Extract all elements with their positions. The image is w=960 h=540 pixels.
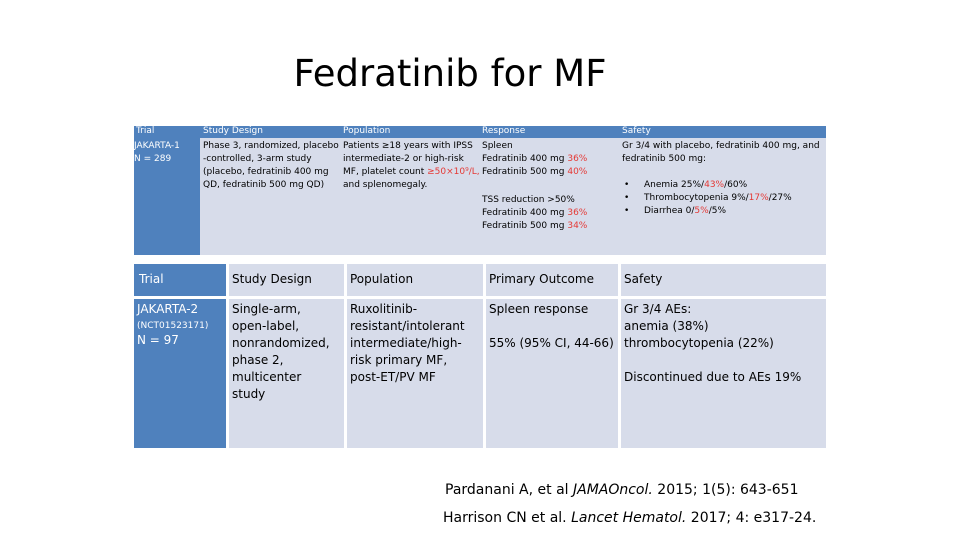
spleen-500: Fedratinib 500 mg 40% bbox=[482, 166, 620, 179]
trial-nct: (NCT01523171) bbox=[137, 321, 209, 331]
header-safety: Safety bbox=[622, 126, 651, 136]
table-header-row: Trial Study Design Population Response S… bbox=[134, 126, 826, 138]
tss-400: Fedratinib 400 mg 36% bbox=[482, 207, 620, 220]
dose-text: Fedratinib 400 mg bbox=[482, 208, 568, 218]
outcome-label: Spleen response bbox=[489, 302, 589, 316]
jakarta-1-table: Trial Study Design Population Response S… bbox=[134, 126, 826, 255]
tss-500: Fedratinib 500 mg 34% bbox=[482, 220, 620, 233]
platelet-text: MF, platelet count bbox=[343, 167, 428, 177]
tss-label: TSS reduction >50% bbox=[482, 195, 575, 205]
header-response: Response bbox=[482, 126, 526, 136]
column-divider bbox=[226, 264, 229, 448]
primary-outcome-cell: Spleen response 55% (95% CI, 44-66) bbox=[489, 301, 615, 352]
column-divider bbox=[483, 264, 486, 448]
design-line: Phase 3, randomized, placebo bbox=[203, 141, 339, 151]
outcome-value: 55% (95% CI, 44-66) bbox=[489, 336, 614, 350]
population-cell: Patients ≥18 years with IPSS intermediat… bbox=[343, 140, 481, 192]
header-primary-outcome: Primary Outcome bbox=[489, 272, 594, 286]
safety-item: Diarrhea 0/5%/5% bbox=[622, 205, 822, 218]
response-value: 36% bbox=[567, 154, 588, 164]
population-line: and splenomegaly. bbox=[343, 180, 428, 190]
header-safety: Safety bbox=[624, 272, 663, 286]
safety-item: Thrombocytopenia 9%/17%/27% bbox=[622, 192, 822, 205]
jakarta-2-table: Trial Study Design Population Primary Ou… bbox=[134, 264, 826, 448]
study-design-cell: Phase 3, randomized, placebo -controlled… bbox=[203, 140, 341, 192]
safety-cell: Gr 3/4 with placebo, fedratinib 400 mg, … bbox=[622, 140, 822, 218]
header-population: Population bbox=[343, 126, 391, 136]
dose-text: Fedratinib 500 mg bbox=[482, 221, 568, 231]
response-value: 40% bbox=[567, 167, 588, 177]
trial-column bbox=[134, 264, 226, 448]
design-line: (placebo, fedratinib 400 mg bbox=[203, 167, 329, 177]
header-divider bbox=[134, 296, 826, 299]
column-divider bbox=[618, 264, 621, 448]
trial-n: N = 289 bbox=[134, 154, 172, 164]
design-line: QD, fedratinib 500 mg QD) bbox=[203, 180, 325, 190]
population-cell: Ruxolitinib-resistant/intolerant interme… bbox=[350, 302, 465, 384]
header-trial: Trial bbox=[139, 272, 164, 286]
population-line: intermediate-2 or high-risk bbox=[343, 154, 464, 164]
dose-text: Fedratinib 500 mg bbox=[482, 167, 568, 177]
trial-cell: JAKARTA-2 (NCT01523171) N = 97 bbox=[137, 301, 225, 349]
reference-1: Pardanani A, et al JAMAOncol. 2015; 1(5)… bbox=[445, 482, 799, 498]
dose-text: Fedratinib 400 mg bbox=[482, 154, 568, 164]
reference-2: Harrison CN et al. Lancet Hematol. 2017;… bbox=[443, 510, 817, 526]
header-study-design: Study Design bbox=[203, 126, 263, 136]
trial-name: JAKARTA-2 bbox=[137, 302, 199, 316]
spleen-400: Fedratinib 400 mg 36% bbox=[482, 153, 620, 166]
trial-n: N = 97 bbox=[137, 333, 179, 347]
header-trial: Trial bbox=[136, 126, 155, 136]
column-divider bbox=[344, 264, 347, 448]
trial-cell: JAKARTA-1 N = 289 bbox=[134, 138, 200, 255]
header-population: Population bbox=[350, 272, 414, 286]
population-line: MF, platelet count ≥50×10⁹/L, bbox=[343, 166, 481, 179]
response-cell: Spleen Fedratinib 400 mg 36% Fedratinib … bbox=[482, 140, 620, 233]
design-line: -controlled, 3-arm study bbox=[203, 154, 312, 164]
safety-line: Discontinued due to AEs 19% bbox=[624, 370, 802, 384]
spleen-label: Spleen bbox=[482, 141, 513, 151]
safety-line: Gr 3/4 AEs: bbox=[624, 302, 692, 316]
platelet-value: ≥50×10⁹/L, bbox=[427, 167, 480, 177]
safety-intro: Gr 3/4 with placebo, fedratinib 400 mg, … bbox=[622, 141, 820, 164]
safety-cell: Gr 3/4 AEs: anemia (38%) thrombocytopeni… bbox=[624, 301, 820, 386]
safety-line: anemia (38%) thrombocytopenia (22%) bbox=[624, 319, 774, 350]
response-value: 36% bbox=[567, 208, 588, 218]
safety-list: Anemia 25%/43%/60% Thrombocytopenia 9%/1… bbox=[622, 179, 822, 218]
trial-name: JAKARTA-1 bbox=[134, 141, 180, 151]
response-value: 34% bbox=[567, 221, 588, 231]
safety-item: Anemia 25%/43%/60% bbox=[622, 179, 822, 192]
header-study-design: Study Design bbox=[232, 272, 312, 286]
page-title: Fedratinib for MF bbox=[293, 52, 607, 95]
study-design-cell: Single-arm, open-label, nonrandomized, p… bbox=[232, 302, 330, 401]
population-line: Patients ≥18 years with IPSS bbox=[343, 141, 473, 151]
